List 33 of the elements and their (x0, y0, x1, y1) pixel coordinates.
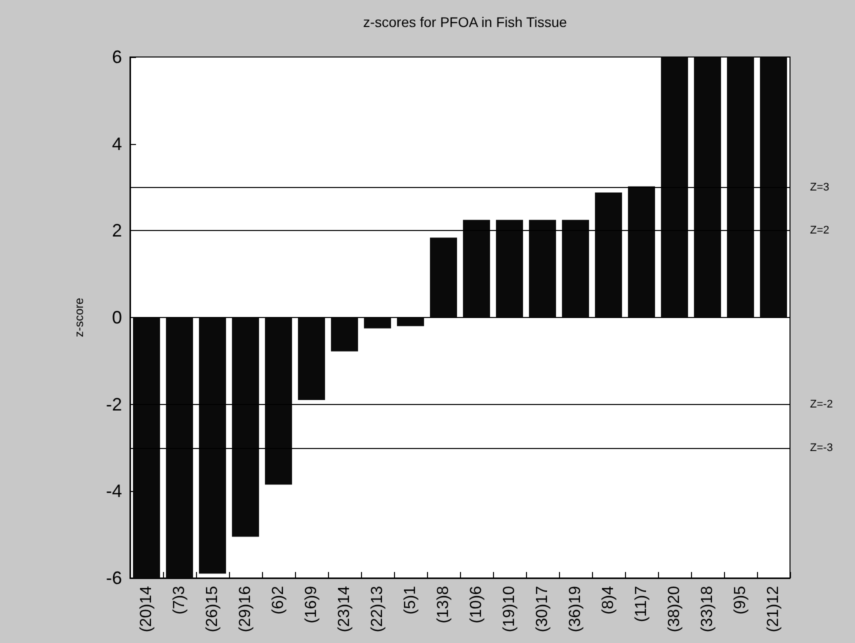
x-tick-label: (36)19 (567, 586, 584, 632)
x-tick-label: (26)15 (204, 586, 221, 632)
x-tick-label: (6)2 (270, 586, 287, 614)
x-tick-label: (8)4 (600, 586, 617, 614)
x-tick-label: (19)10 (501, 586, 518, 632)
ref-line-label: Z=3 (810, 181, 830, 194)
x-tick-label: (9)5 (732, 586, 749, 614)
y-tick-label: -2 (106, 394, 122, 414)
x-tick-label: (38)20 (666, 586, 683, 632)
x-tick-label: (7)3 (171, 586, 188, 614)
x-tick-label: (33)18 (699, 586, 716, 632)
x-tick-label: (10)6 (468, 586, 485, 624)
y-tick-label: 6 (112, 47, 122, 67)
x-tick-label: (5)1 (402, 586, 419, 614)
x-tick-label: (30)17 (534, 586, 551, 632)
x-tick-label: (13)8 (435, 586, 452, 624)
x-tick-label: (22)13 (369, 586, 386, 632)
ref-line-label: Z=-2 (810, 398, 833, 410)
y-tick-label: 2 (112, 220, 122, 241)
x-tick-label: (16)9 (303, 586, 320, 624)
x-tick-label: (21)12 (765, 586, 782, 632)
x-tick-label: (29)16 (237, 586, 254, 632)
ref-line-label: Z=2 (810, 224, 830, 237)
y-axis-title: z-score (72, 298, 86, 338)
y-tick-label: 4 (112, 134, 122, 154)
y-tick-label: -6 (106, 568, 122, 588)
x-tick-label: (23)14 (336, 586, 353, 632)
y-tick-label: -4 (106, 481, 122, 502)
ref-line-label: Z=-3 (810, 442, 833, 454)
x-tick-label: (11)7 (633, 586, 650, 622)
x-tick-label: (20)14 (138, 586, 155, 632)
chart-title: z-scores for PFOA in Fish Tissue (363, 14, 568, 30)
y-tick-label: 0 (112, 308, 122, 328)
